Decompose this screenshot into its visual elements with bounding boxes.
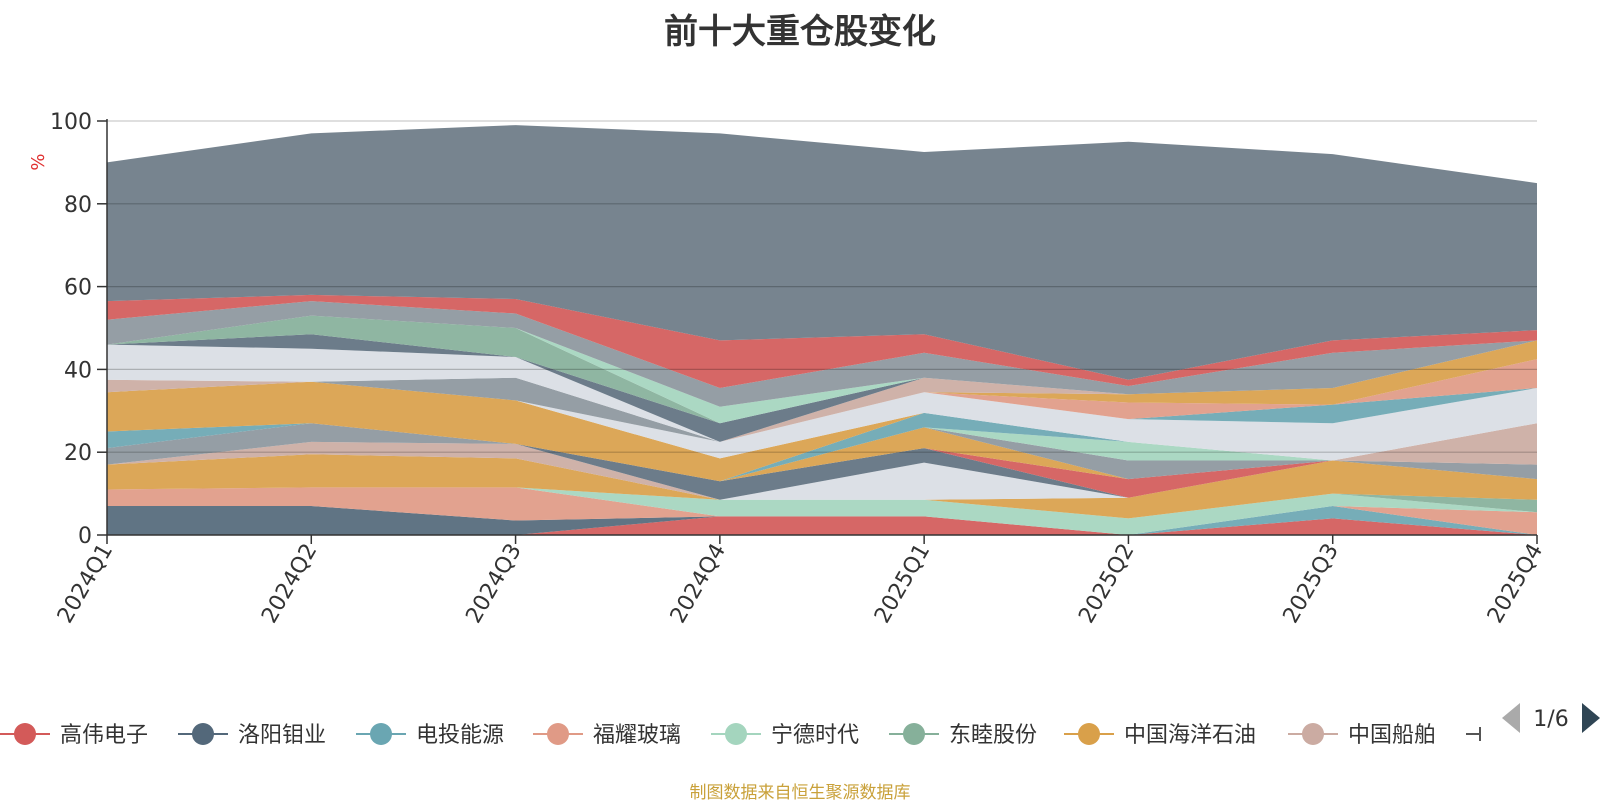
area-series-7: [107, 441, 1537, 500]
legend-marker-icon: [725, 723, 747, 745]
legend-label: 电投能源: [416, 723, 504, 748]
y-axis-label: %: [28, 153, 49, 170]
legend-label: 中国船舶: [1348, 723, 1436, 748]
area-series-21: [107, 340, 1537, 442]
x-tick-label: 2024Q1: [53, 540, 118, 628]
area-series-9: [107, 441, 1537, 500]
legend-marker-icon: [1078, 723, 1100, 745]
area-series-6: [107, 454, 1537, 519]
area-series-2: [107, 506, 1537, 535]
plot-areas: [107, 125, 1537, 535]
area-series-29: [107, 125, 1537, 380]
area-series-0: [107, 516, 1537, 535]
area-series-12: [107, 423, 1537, 482]
legend-label: 洛阳钼业: [238, 723, 326, 748]
legend-item[interactable]: 中国海洋石油: [1064, 723, 1256, 748]
area-series-17: [107, 381, 1537, 461]
x-tick-label: 2025Q4: [1483, 540, 1548, 628]
legend-label: 中国海洋石油: [1124, 723, 1256, 748]
legend-prev-icon[interactable]: [1502, 703, 1520, 733]
legend-item[interactable]: 高伟电子: [0, 723, 148, 748]
legend-marker-icon: [14, 723, 36, 745]
y-tick-label: 20: [64, 441, 92, 466]
area-series-3: [107, 487, 1537, 535]
area-series-25: [107, 315, 1537, 424]
area-series-10: [107, 441, 1537, 498]
x-axis: 2024Q1 2024Q2 2024Q3 2024Q4 2025Q1 2025Q2 2025…: [53, 534, 1548, 628]
area-series-1: [107, 506, 1537, 535]
legend-item[interactable]: 电投能源: [356, 723, 504, 748]
legend-marker-icon: [547, 723, 569, 745]
legend: 高伟电子 洛阳钼业 电投能源 福耀玻璃 宁德时代 东睦股份 中国海洋石油 中国船舶: [0, 723, 1481, 748]
y-tick-label: 40: [64, 358, 92, 383]
y-axis: 0 20 40 60 80 100: [50, 110, 108, 549]
area-series-20: [107, 359, 1537, 442]
legend-marker-icon: [370, 723, 392, 745]
legend-item[interactable]: 东睦股份: [889, 723, 1037, 748]
legend-marker-icon: [903, 723, 925, 745]
area-series-16: [107, 381, 1537, 482]
legend-item[interactable]: 中国船舶: [1288, 723, 1436, 748]
x-tick-label: 2024Q4: [666, 540, 731, 628]
legend-marker-icon: [1302, 723, 1324, 745]
area-series-24: [107, 334, 1537, 442]
y-tick-label: 0: [78, 524, 92, 549]
legend-item[interactable]: 洛阳钼业: [178, 723, 326, 748]
legend-label: 东睦股份: [949, 723, 1037, 748]
area-series-18: [107, 381, 1537, 442]
chart-title: 前十大重仓股变化: [664, 12, 936, 52]
legend-label: 宁德时代: [771, 723, 859, 748]
area-series-27: [107, 301, 1537, 407]
legend-next-icon[interactable]: [1582, 703, 1600, 733]
y-tick-label: 100: [50, 110, 92, 135]
area-series-23: [107, 340, 1537, 442]
grid-lines: [107, 120, 1537, 453]
area-series-28: [107, 294, 1537, 388]
legend-marker-icon: [192, 723, 214, 745]
legend-pager: 1/6: [1502, 703, 1600, 733]
y-tick-label: 60: [64, 276, 92, 301]
x-tick-label: 2025Q2: [1074, 540, 1139, 628]
y-tick-label: 80: [64, 193, 92, 218]
legend-item[interactable]: 宁德时代: [711, 723, 859, 748]
legend-label: 高伟电子: [60, 723, 148, 748]
area-series-8: [107, 441, 1537, 500]
source-note: 制图数据来自恒生聚源数据库: [689, 783, 911, 803]
x-tick-label: 2025Q1: [870, 540, 935, 628]
x-tick-label: 2025Q3: [1279, 540, 1344, 628]
legend-item[interactable]: 福耀玻璃: [533, 723, 681, 748]
legend-label: 福耀玻璃: [593, 723, 681, 748]
area-series-4: [107, 487, 1537, 535]
legend-page-indicator: 1/6: [1533, 707, 1568, 732]
x-tick-label: 2024Q3: [461, 540, 526, 628]
x-tick-label: 2024Q2: [257, 540, 322, 628]
